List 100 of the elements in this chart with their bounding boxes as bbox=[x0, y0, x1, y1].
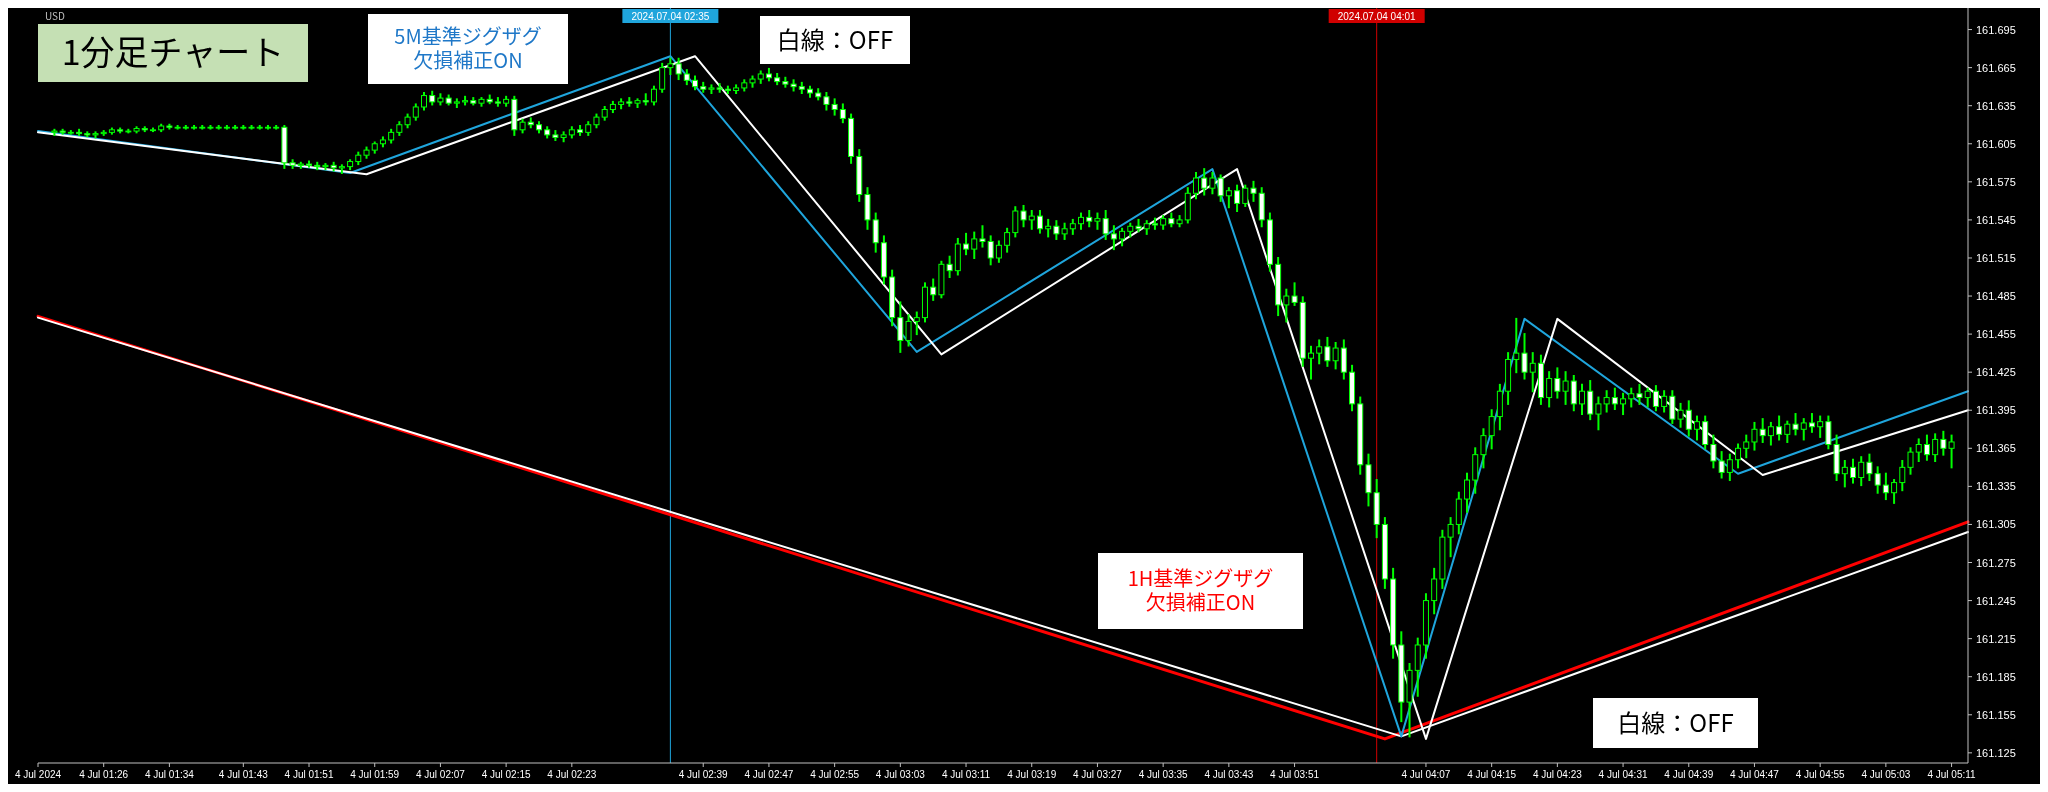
candlestick bbox=[963, 232, 970, 256]
candlestick bbox=[1685, 400, 1692, 437]
y-tick-label: 161.665 bbox=[1976, 61, 2016, 74]
candlestick bbox=[1242, 184, 1249, 207]
candlestick bbox=[1743, 434, 1750, 459]
candlestick bbox=[1891, 479, 1898, 504]
candlestick bbox=[338, 164, 345, 174]
candlestick bbox=[1464, 472, 1471, 513]
x-tick-label: 4 Jul 03:51 bbox=[1270, 769, 1320, 780]
ref-line-label: 2024.07.04 02:35 bbox=[631, 11, 710, 22]
candlestick bbox=[223, 125, 230, 130]
candlestick bbox=[494, 97, 501, 107]
x-tick-label: 4 Jul 02:07 bbox=[415, 769, 466, 780]
x-tick-label: 4 Jul 04:15 bbox=[1467, 769, 1517, 780]
candlestick bbox=[1899, 460, 1906, 492]
x-tick-label: 4 Jul 03:43 bbox=[1204, 769, 1254, 780]
y-tick-label: 161.455 bbox=[1976, 328, 2016, 341]
candlestick bbox=[1677, 402, 1684, 428]
candlestick bbox=[1201, 168, 1208, 196]
candlestick bbox=[905, 314, 912, 347]
candlestick bbox=[1841, 460, 1848, 488]
candlestick bbox=[1620, 392, 1627, 416]
candlestick bbox=[1932, 433, 1939, 462]
candlestick bbox=[1225, 187, 1232, 209]
x-tick-label: 4 Jul 03:27 bbox=[1072, 769, 1123, 780]
candlestick bbox=[1661, 390, 1668, 413]
candlestick bbox=[930, 278, 937, 301]
candlestick bbox=[1291, 282, 1298, 306]
candlestick bbox=[897, 301, 904, 353]
candlestick bbox=[1234, 184, 1241, 213]
candlestick bbox=[1882, 472, 1889, 501]
candlestick bbox=[1488, 409, 1495, 450]
y-tick-label: 161.365 bbox=[1976, 442, 2016, 455]
candlestick bbox=[191, 125, 198, 130]
candlestick bbox=[1546, 371, 1553, 408]
candlestick bbox=[322, 163, 329, 171]
x-tick-label: 4 Jul 04:07 bbox=[1401, 769, 1451, 780]
candlestick bbox=[453, 98, 460, 108]
candlestick bbox=[1776, 415, 1783, 441]
candlestick bbox=[1726, 453, 1733, 482]
candlestick bbox=[979, 225, 986, 248]
candlestick bbox=[1792, 413, 1799, 436]
y-tick-label: 161.515 bbox=[1976, 251, 2016, 264]
candlestick bbox=[232, 125, 239, 130]
candlestick bbox=[182, 125, 189, 130]
x-tick-label: 4 Jul 01:34 bbox=[144, 769, 195, 780]
y-tick-label: 161.605 bbox=[1976, 137, 2016, 150]
annotation: 1分足チャート bbox=[61, 26, 285, 76]
y-tick-label: 161.485 bbox=[1976, 290, 2016, 303]
candlestick bbox=[1915, 438, 1922, 462]
y-tick-label: 161.125 bbox=[1976, 746, 2016, 759]
x-tick-label: 4 Jul 04:31 bbox=[1598, 769, 1648, 780]
candlestick bbox=[659, 62, 666, 93]
x-tick-label: 4 Jul 03:11 bbox=[941, 769, 991, 780]
candlestick bbox=[626, 97, 633, 107]
y-tick-label: 161.695 bbox=[1976, 23, 2016, 36]
candlestick bbox=[987, 235, 994, 266]
ref-line-label: 2024.07.04 04:01 bbox=[1337, 11, 1417, 22]
candlestick bbox=[273, 125, 280, 130]
x-tick-label: 4 Jul 01:26 bbox=[79, 769, 129, 780]
candlestick bbox=[1759, 418, 1766, 443]
candlestick bbox=[1521, 333, 1528, 380]
x-tick-label: 4 Jul 02:23 bbox=[547, 769, 597, 780]
candlestick bbox=[1817, 415, 1824, 438]
candlestick bbox=[1193, 171, 1199, 200]
candlestick bbox=[716, 83, 723, 93]
candlestick bbox=[1652, 385, 1659, 412]
y-tick-label: 161.335 bbox=[1976, 480, 2016, 493]
y-tick-label: 161.185 bbox=[1976, 670, 2016, 683]
candlestick bbox=[1587, 380, 1594, 421]
x-tick-label: 4 Jul 04:23 bbox=[1532, 769, 1583, 780]
x-tick-label: 4 Jul 01:43 bbox=[218, 769, 269, 780]
y-tick-label: 161.635 bbox=[1976, 99, 2016, 112]
candlestick bbox=[240, 125, 247, 130]
candlestick bbox=[215, 125, 222, 130]
candlestick bbox=[76, 128, 83, 136]
candlestick bbox=[207, 125, 214, 130]
x-tick-label: 4 Jul 05:03 bbox=[1861, 769, 1911, 780]
candlestick bbox=[1767, 421, 1774, 446]
x-tick-label: 4 Jul 01:51 bbox=[284, 769, 334, 780]
x-tick-label: 4 Jul 04:39 bbox=[1664, 769, 1714, 780]
candlestick bbox=[1693, 415, 1700, 441]
candlestick bbox=[1307, 345, 1314, 380]
y-tick-label: 161.305 bbox=[1976, 518, 2016, 531]
candlestick bbox=[995, 240, 1002, 263]
candlestick bbox=[67, 130, 74, 135]
y-tick-label: 161.245 bbox=[1976, 594, 2016, 607]
candlestick bbox=[1923, 434, 1930, 461]
candlestick bbox=[1250, 180, 1257, 202]
candlestick bbox=[642, 93, 649, 106]
annotation: 白線：OFF bbox=[1617, 703, 1734, 739]
candlestick bbox=[1784, 420, 1791, 443]
candlestick bbox=[971, 231, 978, 259]
candlestick bbox=[1579, 383, 1585, 416]
candlestick bbox=[314, 161, 321, 171]
candlestick bbox=[1045, 218, 1052, 238]
x-tick-label: 4 Jul 02:39 bbox=[678, 769, 729, 780]
candlestick bbox=[1874, 466, 1881, 494]
candlestick bbox=[1850, 458, 1857, 484]
candlestick bbox=[248, 125, 255, 130]
